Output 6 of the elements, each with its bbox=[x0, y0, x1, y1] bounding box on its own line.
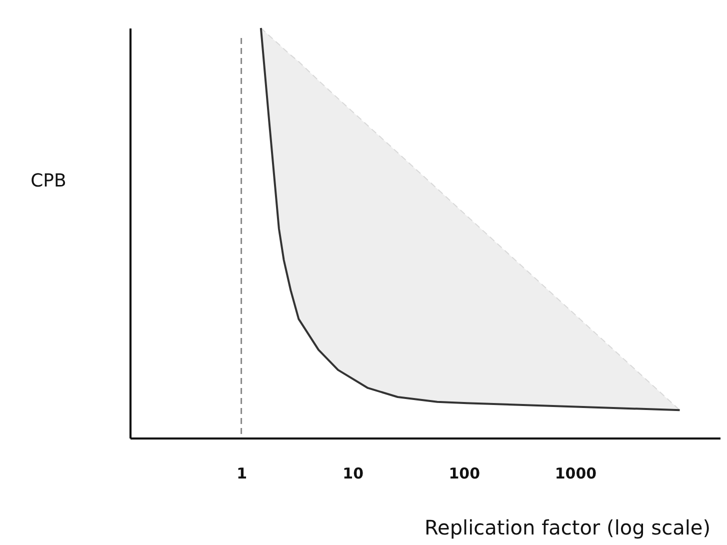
x-tick-label: 1000 bbox=[554, 464, 597, 482]
x-tick-label: 100 bbox=[448, 464, 480, 482]
x-tick-label: 1 bbox=[236, 464, 248, 482]
y-axis-title: CPB bbox=[30, 170, 66, 192]
x-axis-title: Replication factor (log scale) bbox=[424, 516, 710, 540]
x-tick-label: 10 bbox=[342, 464, 364, 482]
